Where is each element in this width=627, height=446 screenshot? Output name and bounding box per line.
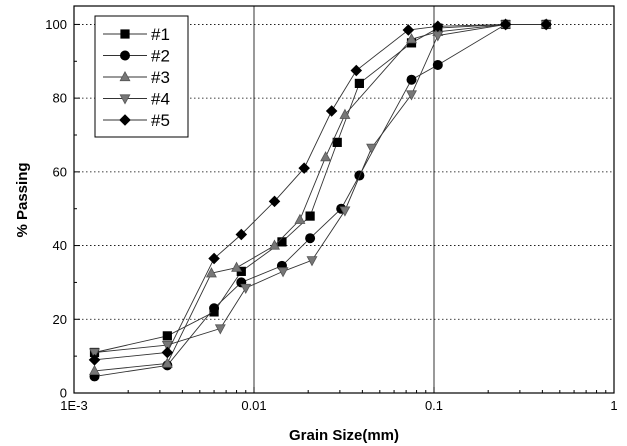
series-line: [94, 23, 547, 353]
data-point-diamond: [325, 105, 338, 117]
y-axis-title: % Passing: [14, 162, 31, 237]
data-point-diamond: [499, 18, 512, 31]
data-point-triangle-down: [214, 324, 226, 335]
legend-marker-diamond: [119, 114, 131, 126]
data-point-triangle-up: [320, 151, 332, 162]
data-point-diamond: [402, 24, 415, 36]
data-point-triangle-up: [406, 33, 417, 44]
data-point-circle: [209, 303, 220, 314]
y-tick-label: 0: [60, 386, 67, 401]
series-4: [89, 20, 552, 359]
legend-label: #4: [151, 90, 170, 109]
legend-label: #3: [151, 68, 170, 87]
data-point-square: [305, 211, 315, 221]
data-point-diamond: [540, 18, 552, 31]
plot-area-frame: [73, 5, 615, 394]
data-point-triangle-up: [294, 213, 306, 224]
legend: #1 #2 #3 #4 #5: [94, 15, 189, 138]
legend-item: #1: [103, 25, 170, 44]
data-point-triangle-down: [89, 348, 100, 359]
x-tick-label: 0.1: [425, 398, 443, 413]
data-point-triangle-up: [269, 239, 280, 250]
x-axis-title: Grain Size(mm): [289, 427, 399, 444]
data-point-diamond: [88, 354, 101, 366]
data-point-diamond: [432, 20, 444, 33]
series-layer: [88, 18, 552, 382]
legend-box: [94, 15, 189, 138]
axis-ticks: 0 20 40 60 80 100 1E-3 0.01 0.1 1: [45, 17, 617, 413]
series-line: [94, 23, 547, 372]
x-tick-label: 1: [610, 398, 617, 413]
data-point-triangle-up: [231, 261, 243, 272]
data-point-square: [332, 137, 342, 147]
data-point-diamond: [268, 195, 281, 208]
x-tick-label: 1E-3: [60, 398, 87, 413]
data-point-triangle-down: [161, 340, 173, 352]
data-point-diamond: [298, 162, 310, 174]
legend-marker-triangle-down: [119, 94, 131, 105]
series-line: [94, 23, 547, 353]
data-point-circle: [305, 233, 316, 244]
data-point-triangle-up: [339, 108, 351, 119]
data-point-triangle-down: [406, 90, 417, 101]
data-point-square: [162, 331, 172, 341]
series-line: [94, 23, 547, 361]
data-point-triangle-up: [89, 364, 100, 375]
data-point-diamond: [235, 228, 248, 241]
grid-lines: [74, 6, 614, 393]
y-tick-label: 80: [53, 91, 67, 106]
legend-item: #5: [103, 111, 170, 130]
legend-label: #2: [151, 47, 170, 66]
y-tick-label: 60: [53, 164, 67, 179]
data-point-triangle-down: [277, 267, 289, 278]
data-point-circle: [432, 59, 443, 70]
legend-label: #1: [151, 25, 170, 44]
data-point-triangle-up: [161, 357, 173, 368]
legend-item: #3: [103, 68, 170, 87]
data-point-triangle-down: [366, 143, 378, 154]
series-5: [88, 18, 552, 366]
x-tick-label: 0.01: [241, 398, 266, 413]
series-line: [94, 23, 547, 377]
data-point-diamond: [208, 252, 220, 265]
data-point-square: [354, 78, 364, 88]
data-point-square: [277, 237, 287, 247]
legend-marker-circle: [120, 50, 131, 61]
data-point-diamond: [350, 64, 363, 77]
data-point-triangle-down: [240, 283, 252, 294]
y-tick-label: 100: [45, 17, 67, 32]
data-point-triangle-up: [205, 267, 217, 278]
legend-marker-triangle-up: [119, 70, 131, 82]
data-point-circle: [406, 74, 417, 85]
legend-item: #4: [103, 90, 170, 109]
y-tick-label: 20: [53, 312, 67, 327]
data-point-triangle-down: [306, 256, 318, 267]
legend-item: #2: [103, 47, 170, 66]
data-point-diamond: [161, 346, 174, 359]
y-tick-label: 40: [53, 238, 67, 253]
legend-marker-square: [120, 29, 130, 39]
data-point-triangle-down: [339, 206, 351, 217]
legend-label: #5: [151, 111, 170, 130]
